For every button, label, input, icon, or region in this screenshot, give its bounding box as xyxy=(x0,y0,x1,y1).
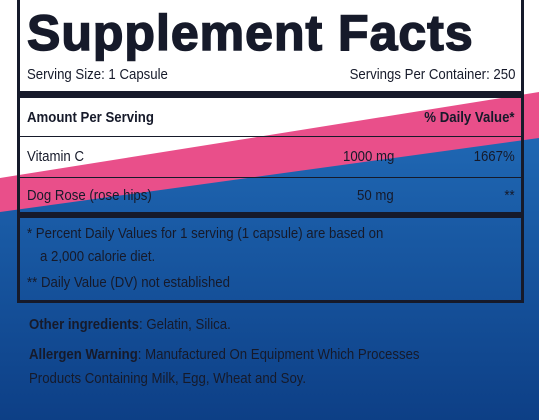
title: Supplement Facts xyxy=(26,4,474,62)
nutrient-dv: ** xyxy=(504,187,515,204)
rule xyxy=(20,177,521,178)
nutrient-amount: 50 mg xyxy=(357,187,394,204)
nutrient-amount: 1000 mg xyxy=(343,148,395,165)
daily-value-header: % Daily Value* xyxy=(424,109,515,126)
thick-rule xyxy=(20,212,521,218)
footnote: * Percent Daily Values for 1 serving (1 … xyxy=(27,225,384,242)
allergen-warning: Allergen Warning: Manufactured On Equipm… xyxy=(29,346,420,363)
facts-box xyxy=(17,0,524,303)
text: : Manufactured On Equipment Which Proces… xyxy=(137,346,420,363)
nutrient-name: Vitamin C xyxy=(27,148,84,165)
amount-header: Amount Per Serving xyxy=(27,109,154,126)
rule xyxy=(20,136,521,137)
blue-area xyxy=(0,138,539,420)
nutrient-dv: 1667% xyxy=(473,148,515,165)
footnote: a 2,000 calorie diet. xyxy=(40,248,156,265)
thick-rule xyxy=(20,91,521,98)
servings-per-container: Servings Per Container: 250 xyxy=(349,66,515,83)
footnote: ** Daily Value (DV) not established xyxy=(27,274,230,291)
allergen-warning-line: Products Containing Milk, Egg, Wheat and… xyxy=(29,370,307,387)
serving-size: Serving Size: 1 Capsule xyxy=(27,66,168,83)
nutrient-name: Dog Rose (rose hips) xyxy=(27,187,152,204)
text: : Gelatin, Silica. xyxy=(139,316,231,333)
label: Allergen Warning xyxy=(29,346,138,363)
other-ingredients: Other ingredients: Gelatin, Silica. xyxy=(29,316,231,333)
label: Other ingredients xyxy=(29,316,140,333)
